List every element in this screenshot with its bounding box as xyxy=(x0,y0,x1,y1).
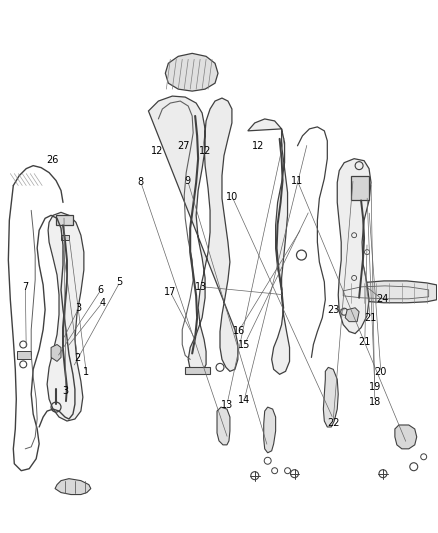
Text: 15: 15 xyxy=(238,340,251,350)
Polygon shape xyxy=(51,344,61,361)
Text: 3: 3 xyxy=(63,386,69,396)
Polygon shape xyxy=(395,425,417,449)
Polygon shape xyxy=(264,407,276,453)
Polygon shape xyxy=(185,367,210,374)
Text: 12: 12 xyxy=(151,146,163,156)
Text: 22: 22 xyxy=(327,418,339,428)
Polygon shape xyxy=(56,215,73,225)
Polygon shape xyxy=(248,119,290,374)
Text: 8: 8 xyxy=(138,177,144,187)
Polygon shape xyxy=(61,235,69,240)
Text: 6: 6 xyxy=(98,285,104,295)
Polygon shape xyxy=(47,212,84,421)
Text: 16: 16 xyxy=(233,326,245,336)
Text: 13: 13 xyxy=(221,400,233,410)
Text: 7: 7 xyxy=(22,281,28,292)
Polygon shape xyxy=(345,308,359,321)
Polygon shape xyxy=(217,407,230,445)
Text: 27: 27 xyxy=(177,141,190,151)
Text: 23: 23 xyxy=(327,305,339,315)
Text: 4: 4 xyxy=(99,297,106,308)
Text: 19: 19 xyxy=(369,382,381,392)
Polygon shape xyxy=(148,96,238,374)
Polygon shape xyxy=(323,367,338,427)
Polygon shape xyxy=(17,351,31,359)
Text: 3: 3 xyxy=(76,303,82,313)
Text: 11: 11 xyxy=(291,176,304,185)
Text: 14: 14 xyxy=(238,395,251,405)
Polygon shape xyxy=(341,281,437,303)
Text: 18: 18 xyxy=(369,397,381,407)
Text: 2: 2 xyxy=(74,353,81,362)
Text: 21: 21 xyxy=(359,337,371,346)
Text: 5: 5 xyxy=(117,277,123,287)
Polygon shape xyxy=(55,479,91,495)
Text: 12: 12 xyxy=(252,141,265,151)
Polygon shape xyxy=(337,159,371,334)
Text: 26: 26 xyxy=(46,155,59,165)
Text: 1: 1 xyxy=(83,367,89,377)
Text: 20: 20 xyxy=(375,367,387,377)
Text: 21: 21 xyxy=(364,313,377,324)
Text: 17: 17 xyxy=(164,287,177,297)
Polygon shape xyxy=(351,175,369,200)
Polygon shape xyxy=(165,53,218,91)
Text: 9: 9 xyxy=(184,176,191,185)
Text: 13: 13 xyxy=(194,281,207,292)
Text: 24: 24 xyxy=(376,294,389,304)
Text: 10: 10 xyxy=(226,191,238,201)
Text: 12: 12 xyxy=(199,146,211,156)
